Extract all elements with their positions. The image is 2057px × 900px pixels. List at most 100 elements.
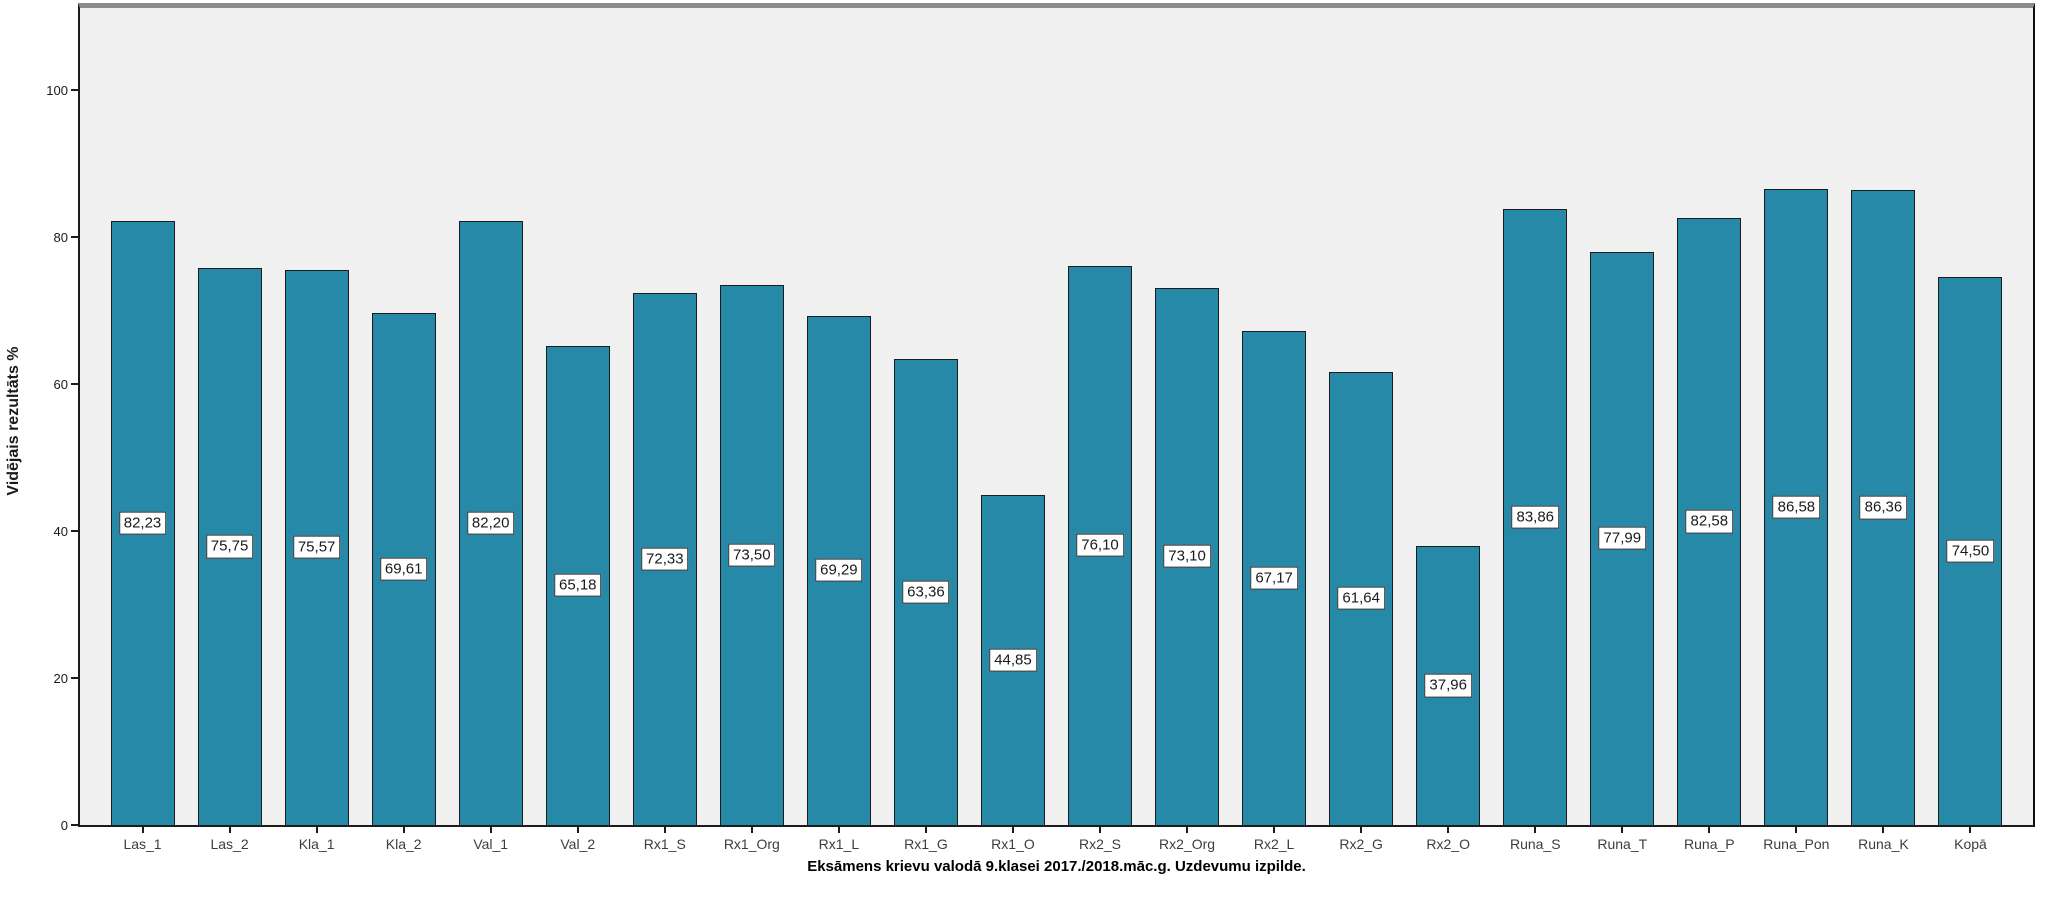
bar-Runa_T: 77,99	[1590, 251, 1655, 825]
x-tick-label-Rx1_G: Rx1_G	[904, 836, 948, 852]
bar-Val_1: 82,20	[458, 220, 523, 825]
bar-value-label: 77,99	[1598, 526, 1647, 551]
bar-value-label: 86,58	[1772, 495, 1821, 519]
bar-value-label: 61,64	[1337, 586, 1385, 611]
x-tick-mark	[402, 827, 405, 833]
x-tick-mark	[1447, 827, 1450, 833]
x-tick-mark	[1273, 827, 1276, 833]
x-tick-mark	[1708, 827, 1711, 833]
x-tick-label-Val_1: Val_1	[473, 836, 509, 852]
y-tick-label-100: 100	[46, 82, 68, 98]
x-tick-label-Rx1_S: Rx1_S	[643, 836, 686, 852]
bar-Las_1: 82,23	[110, 220, 175, 825]
bar-value-label: 73,50	[728, 543, 776, 567]
y-tick-label-40: 40	[53, 523, 68, 539]
bar-Rx1_L: 69,29	[806, 315, 871, 825]
bar-value-label: 82,58	[1685, 509, 1734, 534]
bar-Rx2_L: 67,17	[1242, 331, 1307, 825]
x-tick-mark	[750, 827, 753, 833]
y-tick-mark	[71, 89, 78, 91]
x-tick-mark	[837, 827, 840, 833]
bar-value-label: 69,29	[815, 558, 863, 582]
bar-Kopā: 74,50	[1938, 277, 2003, 825]
y-axis-title: Vidējais rezultāts %	[5, 346, 22, 496]
x-tick-mark	[1011, 827, 1014, 833]
bar-Rx1_G: 63,36	[893, 359, 958, 825]
y-tick-label-80: 80	[53, 229, 68, 245]
y-tick-mark	[71, 824, 78, 826]
x-tick-label-Rx2_S: Rx2_S	[1079, 836, 1122, 852]
bar-Las_2: 75,75	[197, 268, 262, 825]
x-tick-mark	[1621, 827, 1624, 833]
bar-Rx1_O: 44,85	[980, 495, 1045, 825]
bar-value-label: 82,23	[118, 511, 167, 535]
y-tick-label-20: 20	[53, 670, 68, 686]
bar-value-label: 73,10	[1163, 544, 1211, 568]
y-tick-mark	[71, 236, 78, 238]
bar-Rx2_Org: 73,10	[1155, 287, 1220, 825]
x-tick-label-Kla_1: Kla_1	[298, 836, 335, 852]
bar-Rx2_G: 61,64	[1329, 371, 1394, 825]
x-tick-mark	[1360, 827, 1363, 833]
bar-value-label: 83,86	[1511, 505, 1560, 529]
x-tick-mark	[1882, 827, 1885, 833]
x-tick-mark	[1186, 827, 1189, 833]
bar-value-label: 65,18	[553, 573, 602, 598]
x-tick-mark	[1099, 827, 1102, 833]
bar-value-label: 63,36	[902, 580, 950, 604]
x-tick-mark	[1795, 827, 1798, 833]
x-tick-label-Rx1_O: Rx1_O	[991, 836, 1035, 852]
bar-value-label: 44,85	[989, 648, 1037, 672]
x-tick-label-Runa_Pon: Runa_Pon	[1763, 836, 1830, 852]
bar-Runa_P: 82,58	[1677, 218, 1742, 825]
x-tick-label-Rx2_L: Rx2_L	[1253, 836, 1295, 852]
x-tick-label-Las_2: Las_2	[210, 836, 249, 852]
chart-title: Eksāmens krievu valodā 9.klasei 2017./20…	[807, 858, 1306, 875]
x-tick-label-Runa_T: Runa_T	[1597, 836, 1648, 852]
x-tick-label-Runa_K: Runa_K	[1858, 836, 1909, 852]
bar-value-label: 75,57	[292, 535, 341, 559]
y-tick-mark	[71, 530, 78, 532]
bar-value-label: 74,50	[1946, 539, 1995, 563]
x-tick-label-Kla_2: Kla_2	[385, 836, 422, 852]
bar-value-label: 67,17	[1250, 566, 1298, 590]
bar-value-label: 75,75	[205, 535, 254, 559]
x-tick-label-Kopā: Kopā	[1954, 836, 1987, 852]
bar-Kla_1: 75,57	[284, 269, 349, 825]
bar-Runa_K: 86,36	[1851, 190, 1916, 825]
bar-Val_2: 65,18	[545, 345, 610, 825]
x-tick-mark	[141, 827, 144, 833]
x-tick-mark	[489, 827, 492, 833]
x-tick-mark	[315, 827, 318, 833]
y-tick-label-0: 0	[60, 817, 68, 833]
x-tick-mark	[228, 827, 231, 833]
x-tick-label-Rx2_G: Rx2_G	[1339, 836, 1383, 852]
bar-Rx2_O: 37,96	[1416, 546, 1481, 825]
bar-Rx2_S: 76,10	[1068, 265, 1133, 825]
bar-Rx1_Org: 73,50	[719, 284, 784, 825]
x-tick-label-Rx1_L: Rx1_L	[818, 836, 860, 852]
x-tick-label-Rx2_O: Rx2_O	[1426, 836, 1470, 852]
x-tick-mark	[924, 827, 927, 833]
bar-value-label: 76,10	[1076, 533, 1124, 557]
x-tick-mark	[576, 827, 579, 833]
bar-value-label: 86,36	[1859, 496, 1908, 520]
bar-Kla_2: 69,61	[371, 313, 436, 825]
x-tick-label-Val_2: Val_2	[560, 836, 596, 852]
bar-value-label: 72,33	[641, 547, 689, 571]
x-tick-mark	[1969, 827, 1972, 833]
x-tick-label-Runa_P: Runa_P	[1684, 836, 1735, 852]
bar-value-label: 82,20	[466, 511, 515, 535]
bar-value-label: 69,61	[379, 557, 428, 581]
x-tick-label-Runa_S: Runa_S	[1509, 836, 1561, 852]
y-tick-label-60: 60	[53, 376, 68, 392]
x-tick-mark	[663, 827, 666, 833]
plot-area: 82,23 75,75 75,57 69,61 82,20 65,18 72,33 73,50…	[78, 3, 2035, 827]
x-tick-label-Rx1_Org: Rx1_Org	[723, 836, 780, 852]
y-tick-mark	[71, 383, 78, 385]
x-tick-label-Rx2_Org: Rx2_Org	[1159, 836, 1216, 852]
bar-value-label: 37,96	[1424, 673, 1472, 698]
x-tick-label-Las_1: Las_1	[123, 836, 162, 852]
x-tick-mark	[1534, 827, 1537, 833]
